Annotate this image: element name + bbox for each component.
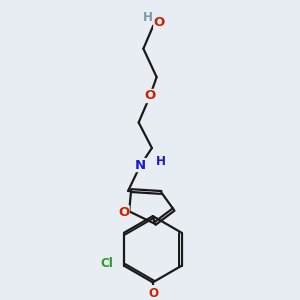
Text: H: H — [143, 11, 153, 24]
Text: H: H — [156, 155, 167, 168]
Text: Cl: Cl — [101, 257, 114, 270]
Text: N: N — [135, 158, 146, 172]
Text: O: O — [149, 287, 159, 300]
Text: O: O — [154, 16, 165, 29]
Text: O: O — [144, 89, 156, 103]
Text: O: O — [118, 206, 129, 219]
